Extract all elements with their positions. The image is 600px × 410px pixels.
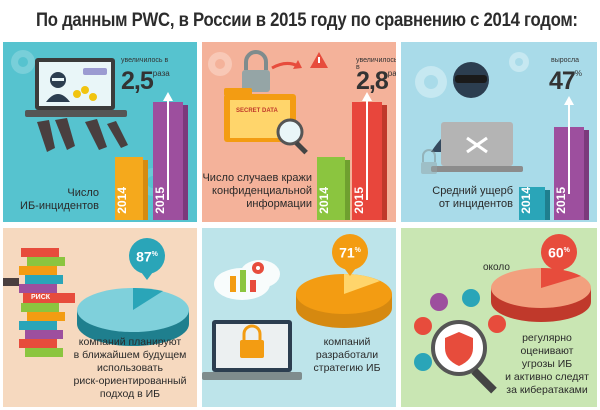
about-label: около bbox=[483, 262, 510, 273]
panel-risk-approach: РИСК 87% компаний планируют в ближайшем … bbox=[3, 228, 197, 407]
gear-icon bbox=[415, 66, 447, 98]
caption: Число случаев кражи конфиденциальной инф… bbox=[202, 172, 312, 210]
bar-2014: 2014 bbox=[115, 157, 148, 220]
percent-badge: 71% bbox=[332, 234, 368, 270]
padlock-icon bbox=[240, 324, 264, 358]
padlock-icon bbox=[421, 149, 437, 174]
bar-2014-label: 2014 bbox=[115, 187, 129, 214]
change-note: увеличилось в bbox=[356, 57, 396, 71]
up-arrow-icon bbox=[362, 92, 372, 200]
strategy-illustration bbox=[202, 260, 392, 380]
jenga-tower-icon bbox=[19, 248, 75, 357]
password-field bbox=[83, 68, 107, 75]
percent-badge: 87% bbox=[129, 238, 165, 274]
crossbones-icon bbox=[466, 136, 488, 154]
panel-threat-monitoring: 60% около регулярно оценивают угрозы ИБ … bbox=[401, 228, 597, 407]
pin-pointer bbox=[553, 268, 565, 276]
padlock-icon bbox=[242, 50, 270, 92]
panel-damage: выросла 47% 2014 2015 Средний ущерб от и… bbox=[401, 42, 597, 222]
bug-icon bbox=[414, 317, 432, 335]
pie-chart bbox=[296, 274, 392, 328]
shield-icon bbox=[445, 332, 473, 366]
caption: компаний разработали стратегию ИБ bbox=[313, 336, 381, 374]
change-note: выросла bbox=[551, 57, 580, 64]
up-arrow-icon bbox=[564, 96, 574, 194]
pie-chart bbox=[77, 287, 189, 346]
caption: Число ИБ-инцидентов bbox=[20, 187, 99, 212]
hand-icon bbox=[37, 118, 128, 152]
cloud-icon bbox=[214, 260, 280, 300]
folder-label: SECRET DATA bbox=[236, 108, 278, 114]
panel-incidents: увеличилось в 2,5раза 2014 2015 Число ИБ… bbox=[3, 42, 197, 222]
hand-icon bbox=[3, 278, 19, 286]
gear-icon bbox=[462, 289, 480, 307]
up-arrow-icon bbox=[163, 92, 173, 200]
pin-pointer bbox=[141, 272, 153, 280]
bar-2014-label: 2014 bbox=[519, 187, 533, 214]
change-value: 2,5раза bbox=[121, 67, 170, 95]
arrow-icon bbox=[271, 60, 302, 70]
jenga-illustration bbox=[3, 248, 189, 357]
laptop-icon bbox=[25, 58, 127, 117]
gear-icon bbox=[11, 50, 35, 74]
bar-2014: 2014 bbox=[317, 157, 350, 220]
bar-2014-label: 2014 bbox=[317, 187, 331, 214]
gear-icon bbox=[509, 52, 529, 72]
change-value: 2,8раз bbox=[356, 67, 396, 95]
dollar-icon bbox=[73, 86, 97, 101]
gear-icon bbox=[252, 262, 264, 274]
risk-label: РИСК bbox=[31, 294, 51, 301]
hacker-icon bbox=[46, 72, 70, 102]
lock-icon bbox=[414, 353, 432, 371]
panel-strategy: 71% компаний разработали стратегию ИБ bbox=[202, 228, 396, 407]
caption: Средний ущерб от инцидентов bbox=[432, 185, 513, 210]
change-value: 47% bbox=[549, 67, 582, 95]
bar-2014: 2014 bbox=[519, 187, 550, 220]
caption: компаний планируют в ближайшем будущем и… bbox=[73, 336, 187, 400]
panel-data-theft: SECRET DATA увеличилось в 2,8раз 2014 20… bbox=[202, 42, 396, 222]
pin-pointer bbox=[344, 268, 356, 276]
thief-illustration bbox=[415, 52, 529, 174]
monitoring-illustration bbox=[414, 268, 591, 394]
padlock-icon bbox=[430, 293, 448, 311]
percent-badge: 60% bbox=[541, 234, 577, 270]
secret-data-illustration bbox=[208, 50, 328, 155]
page-title: По данным PWC, в России в 2015 году по с… bbox=[36, 10, 578, 31]
magnifier-icon bbox=[276, 118, 308, 155]
laptop-icon bbox=[431, 122, 523, 172]
pie-chart bbox=[491, 268, 591, 322]
alert-icon bbox=[488, 315, 506, 333]
caption: регулярно оценивают угрозы ИБ и активно … bbox=[505, 332, 589, 396]
chart-icon bbox=[230, 270, 256, 292]
change-note: увеличилось в bbox=[121, 57, 169, 64]
gear-icon bbox=[208, 52, 232, 76]
warning-icon bbox=[310, 52, 328, 68]
